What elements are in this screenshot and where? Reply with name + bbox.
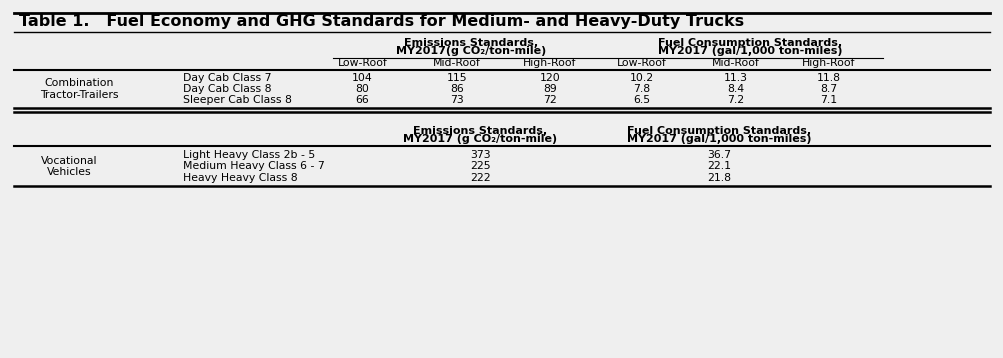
Text: MY2017 (gal/1,000 ton-miles): MY2017 (gal/1,000 ton-miles) [657, 46, 842, 56]
Text: 7.2: 7.2 [727, 95, 744, 105]
Text: 22.1: 22.1 [706, 161, 730, 171]
Text: Table 1.   Fuel Economy and GHG Standards for Medium- and Heavy-Duty Trucks: Table 1. Fuel Economy and GHG Standards … [19, 14, 743, 29]
Text: Day Cab Class 8: Day Cab Class 8 [184, 84, 272, 94]
Text: Mid-Roof: Mid-Roof [433, 58, 480, 68]
Text: Heavy Heavy Class 8: Heavy Heavy Class 8 [184, 173, 298, 183]
Text: MY2017 (gal/1,000 ton-miles): MY2017 (gal/1,000 ton-miles) [626, 134, 810, 144]
Text: 21.8: 21.8 [706, 173, 730, 183]
Text: 80: 80 [355, 84, 369, 94]
Text: 86: 86 [450, 84, 463, 94]
Text: MY2017(g CO₂/ton-mile): MY2017(g CO₂/ton-mile) [395, 46, 546, 56]
Text: 36.7: 36.7 [706, 150, 730, 160]
Text: Mid-Roof: Mid-Roof [711, 58, 759, 68]
Text: High-Roof: High-Roof [523, 58, 576, 68]
Text: Combination
Tractor-Trailers: Combination Tractor-Trailers [39, 78, 118, 100]
Text: 11.3: 11.3 [723, 73, 747, 83]
Text: Fuel Consumption Standards,: Fuel Consumption Standards, [626, 126, 810, 136]
Text: 7.1: 7.1 [819, 95, 837, 105]
Text: Medium Heavy Class 6 - 7: Medium Heavy Class 6 - 7 [184, 161, 325, 171]
Text: 8.7: 8.7 [819, 84, 837, 94]
Text: 72: 72 [543, 95, 556, 105]
Text: 89: 89 [543, 84, 556, 94]
Text: 115: 115 [446, 73, 467, 83]
Text: 11.8: 11.8 [815, 73, 840, 83]
Text: 66: 66 [355, 95, 369, 105]
Text: Sleeper Cab Class 8: Sleeper Cab Class 8 [184, 95, 292, 105]
Text: 6.5: 6.5 [632, 95, 649, 105]
Text: 7.8: 7.8 [632, 84, 649, 94]
Text: 8.4: 8.4 [727, 84, 744, 94]
Text: 73: 73 [450, 95, 463, 105]
Text: Light Heavy Class 2b - 5: Light Heavy Class 2b - 5 [184, 150, 315, 160]
Text: Fuel Consumption Standards,: Fuel Consumption Standards, [657, 38, 842, 48]
Text: High-Roof: High-Roof [801, 58, 855, 68]
Text: Day Cab Class 7: Day Cab Class 7 [184, 73, 272, 83]
Text: 222: 222 [469, 173, 489, 183]
Text: 120: 120 [539, 73, 560, 83]
Text: 225: 225 [469, 161, 489, 171]
Text: 10.2: 10.2 [629, 73, 653, 83]
Text: Emissions Standards,: Emissions Standards, [412, 126, 547, 136]
Text: Low-Roof: Low-Roof [337, 58, 387, 68]
Text: Low-Roof: Low-Roof [616, 58, 666, 68]
Text: 373: 373 [469, 150, 489, 160]
Text: Vocational
Vehicles: Vocational Vehicles [40, 156, 97, 177]
Text: 104: 104 [352, 73, 372, 83]
Text: Emissions Standards,: Emissions Standards, [403, 38, 538, 48]
Text: MY2017 (g CO₂/ton-mile): MY2017 (g CO₂/ton-mile) [402, 134, 557, 144]
